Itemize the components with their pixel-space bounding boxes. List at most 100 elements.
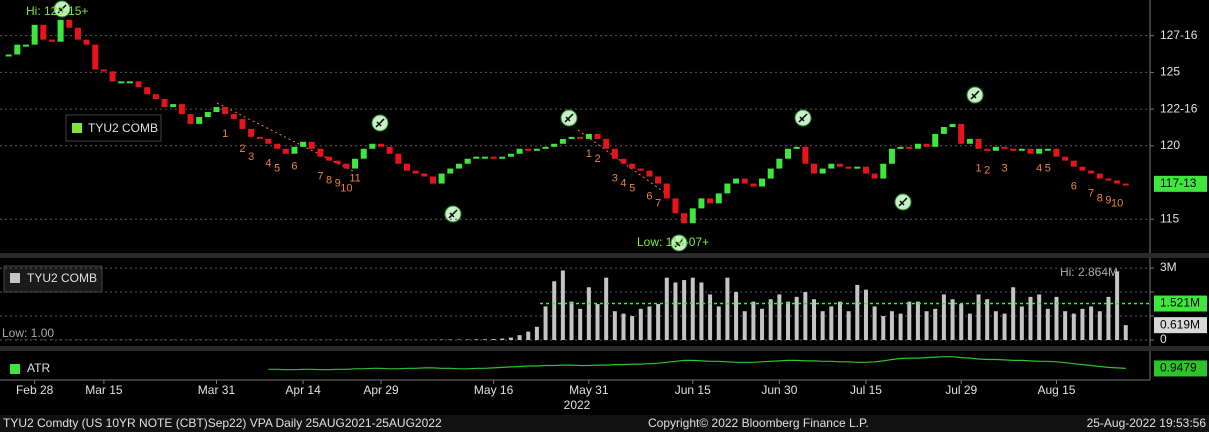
candle — [603, 138, 610, 149]
volume-bar — [708, 294, 713, 340]
candle — [949, 123, 956, 128]
volume-bar — [786, 301, 791, 340]
candle — [871, 173, 878, 179]
volume-bar — [638, 308, 643, 340]
candle — [291, 146, 298, 154]
volume-bar — [777, 294, 782, 340]
candle — [689, 208, 696, 224]
candle — [326, 156, 333, 161]
volume-bar — [915, 301, 920, 340]
candle — [239, 119, 246, 129]
candle — [14, 44, 21, 55]
candle — [178, 104, 185, 115]
candle — [992, 146, 999, 151]
td-count: 5 — [1045, 163, 1051, 175]
low-label: Low: 114-07+ — [637, 235, 709, 249]
volume-bar — [1080, 308, 1085, 340]
volume-bar — [1037, 294, 1042, 340]
y-tick-label: 127-16 — [1160, 28, 1198, 42]
candle — [663, 183, 670, 199]
candle — [187, 114, 194, 124]
candle — [1096, 173, 1103, 179]
legend-label: ATR — [27, 361, 50, 375]
candle — [265, 138, 272, 144]
volume-bar — [1123, 325, 1128, 340]
x-tick-label: Jun 30 — [761, 383, 797, 397]
candle — [828, 163, 835, 169]
candle — [958, 123, 965, 144]
candle — [40, 24, 47, 40]
volume-bar — [725, 277, 730, 340]
candle — [317, 148, 324, 157]
x-tick-label: May 16 — [474, 383, 514, 397]
candle — [551, 143, 558, 147]
volume-bar — [760, 308, 765, 340]
td-count: 9 — [1105, 194, 1111, 206]
candle — [1027, 148, 1034, 154]
volume-bar — [742, 311, 747, 340]
average-volume-box — [1154, 295, 1207, 312]
candle — [57, 19, 64, 42]
candle — [507, 153, 514, 157]
last-price-label: 117-13 — [1160, 176, 1197, 190]
volume-bar — [751, 301, 756, 340]
volume-low-label: Low: 1.00 — [2, 326, 54, 340]
volume-bar — [933, 308, 938, 340]
average-volume-label: 1.521M — [1160, 296, 1200, 310]
x-tick-label: Feb 28 — [16, 383, 54, 397]
volume-bar — [656, 304, 661, 340]
last-price-box — [1154, 175, 1207, 192]
candle — [256, 136, 263, 139]
td-count: 3 — [1001, 163, 1007, 175]
candle — [274, 143, 281, 149]
candle — [1122, 183, 1129, 186]
candle — [672, 198, 679, 214]
volume-bar — [569, 301, 574, 340]
x-tick-label: May 31 — [569, 383, 609, 397]
signal-icon-glyph — [970, 90, 980, 100]
candle — [715, 193, 722, 204]
y-tick-label: 0 — [1160, 332, 1167, 346]
volume-bar — [959, 304, 964, 340]
volume-bar — [820, 311, 825, 340]
volume-bar — [491, 339, 496, 340]
candle — [343, 163, 350, 169]
td-count: 5 — [274, 163, 280, 175]
candle — [750, 183, 757, 187]
legend-swatch — [72, 123, 82, 133]
last-volume-label: 0.619M — [1160, 317, 1200, 331]
candle — [906, 146, 913, 149]
volume-bar — [768, 299, 773, 340]
candle — [300, 141, 307, 147]
candle — [533, 148, 540, 151]
candle — [282, 148, 289, 154]
volume-bar — [837, 301, 842, 340]
td-count: 5 — [629, 182, 635, 194]
candle — [481, 156, 488, 159]
candle — [940, 127, 947, 134]
signal-icon-glyph — [448, 209, 458, 219]
candle — [395, 153, 402, 164]
candle — [447, 168, 454, 174]
candle — [767, 168, 774, 179]
volume-bar — [690, 277, 695, 340]
td-count: 2 — [984, 165, 990, 177]
signal-icon-glyph — [674, 238, 684, 248]
volume-bar — [517, 335, 522, 340]
candle — [473, 156, 480, 159]
legend-label: TYU2 COMB — [88, 121, 158, 135]
high-label: Hi: 129-15+ — [26, 4, 88, 18]
candle — [109, 71, 116, 82]
volume-bar — [1054, 296, 1059, 340]
y-tick-label: 120 — [1160, 138, 1180, 152]
candle — [516, 148, 523, 154]
candle — [741, 178, 748, 184]
volume-bar — [612, 311, 617, 340]
td-count: 8 — [326, 175, 332, 187]
legend-label: TYU2 COMB — [27, 271, 97, 285]
volume-bar — [500, 338, 505, 340]
candle — [412, 170, 419, 174]
last-volume-box — [1154, 317, 1207, 334]
volume-bar — [1002, 313, 1007, 340]
